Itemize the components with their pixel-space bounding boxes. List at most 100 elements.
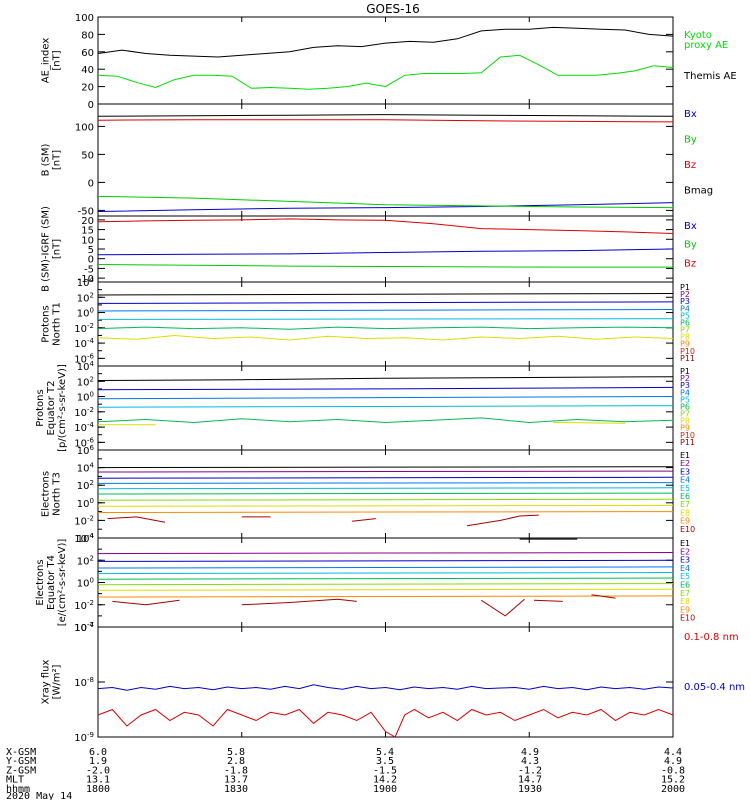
legend-entry: P9	[680, 340, 690, 349]
legend-entry: P10	[680, 431, 695, 440]
y-tick-label: 15	[81, 226, 94, 237]
legend-entry: P11	[680, 438, 695, 447]
y-tick-label: 100	[75, 13, 94, 24]
time-axis-cell: 1930	[518, 784, 542, 795]
y-axis-label: Protons	[35, 389, 46, 426]
time-axis-cell: -0.8	[661, 765, 685, 776]
time-axis-row-label: X-GSM	[6, 747, 36, 758]
legend-entry: Bz	[684, 258, 696, 269]
legend-entry: E3	[680, 556, 690, 565]
y-tick-label: 10-2	[74, 406, 94, 419]
series-line	[97, 405, 674, 408]
y-axis-label: [W/m²]	[52, 664, 63, 699]
series-line	[97, 218, 674, 234]
legend-entry: E2	[680, 547, 690, 556]
series-line	[97, 511, 674, 513]
time-axis-cell: 5.8	[227, 747, 245, 758]
time-axis-row-label: Z-GSM	[6, 765, 36, 776]
y-tick-label: 10-4	[74, 337, 94, 350]
legend-entry: E9	[680, 605, 690, 614]
series-line	[97, 54, 674, 90]
legend-entry: P7	[680, 410, 690, 419]
y-tick-label: -5	[84, 264, 94, 275]
time-axis-cell: 1900	[373, 784, 397, 795]
panel-frame	[97, 16, 674, 105]
y-tick-label: 0	[88, 178, 94, 189]
time-axis-cell: -1.8	[224, 765, 248, 776]
series-line	[97, 26, 674, 58]
series-line	[97, 195, 674, 209]
y-axis-label: [nT]	[52, 239, 63, 259]
legend-entry: P2	[680, 374, 690, 383]
y-tick-label: 104	[77, 360, 95, 373]
time-axis-row-label: MLT	[6, 775, 24, 786]
y-tick-label: 102	[77, 554, 94, 567]
y-tick-label: 102	[77, 479, 94, 492]
legend-entry: P1	[680, 367, 690, 376]
y-tick-label: 40	[81, 65, 94, 76]
time-axis-cell: 1830	[224, 784, 248, 795]
y-axis-label: B (SM)	[41, 143, 52, 176]
y-tick-label: 10-4	[74, 421, 94, 434]
y-axis-label: North T3	[52, 472, 63, 516]
time-axis-cell: -2.0	[86, 765, 110, 776]
time-axis-row-label: Y-GSM	[6, 756, 36, 767]
legend-entry: E7	[680, 500, 690, 509]
y-tick-label: 10-2	[74, 599, 94, 612]
legend-entry: E9	[680, 517, 690, 526]
legend-entry: P6	[680, 402, 690, 411]
legend-entry: Themis AE	[683, 71, 737, 82]
series-line	[97, 498, 674, 501]
y-tick-label: 100	[77, 577, 94, 590]
legend-entry: E2	[680, 459, 690, 468]
legend-entry: P4	[680, 388, 690, 397]
y-axis-label: Xray flux	[41, 660, 52, 705]
series-line	[97, 309, 674, 312]
series-line	[97, 376, 674, 381]
date-label: 2020 May 14	[6, 791, 72, 800]
series-line	[97, 248, 674, 256]
series-line	[97, 595, 674, 598]
legend-entry: 0.1-0.8 nm	[684, 632, 739, 643]
y-axis-label: Electrons	[41, 471, 52, 517]
time-axis-cell: 1.9	[89, 756, 107, 767]
series-line	[97, 559, 674, 562]
series-line	[97, 476, 674, 479]
time-axis-cell: 15.2	[661, 775, 685, 786]
legend-entry: E3	[680, 467, 690, 476]
series-line	[97, 417, 674, 424]
series-line	[97, 386, 674, 391]
series-line	[107, 516, 166, 523]
plot-title: GOES-16	[366, 2, 420, 16]
legend-entry: P5	[680, 311, 690, 320]
series-line	[97, 334, 674, 341]
series-line	[112, 599, 180, 606]
legend-entry: P7	[680, 326, 690, 335]
legend-entry: By	[684, 135, 697, 146]
y-tick-label: 10-8	[74, 676, 94, 689]
panel-frame	[97, 537, 674, 628]
y-axis-label: AE_index	[41, 38, 52, 84]
y-axis-label: [nT]	[52, 50, 63, 70]
time-axis-cell: 2000	[661, 784, 685, 795]
series-line	[533, 599, 563, 602]
y-tick-label: 100	[77, 391, 94, 404]
panel-frame	[97, 626, 674, 738]
y-axis-label: B (SM)-IGRF (SM)	[41, 206, 52, 292]
legend-entry: P9	[680, 424, 690, 433]
legend-entry: E10	[680, 525, 695, 534]
time-axis-cell: 2.8	[227, 756, 245, 767]
y-tick-label: 100	[77, 307, 94, 320]
series-line	[97, 396, 674, 400]
time-axis-cell: 5.4	[376, 747, 394, 758]
panel-8: 10-9 10-8 10-7 Xray flux [W/m²] 0.1-0.8 nm 0.0…	[41, 621, 746, 744]
series-line	[97, 482, 674, 484]
time-axis-cell: 4.9	[521, 747, 539, 758]
time-axis-cell: 13.7	[224, 775, 248, 786]
y-tick-label: 102	[77, 291, 94, 304]
y-tick-label: 0	[88, 100, 94, 111]
